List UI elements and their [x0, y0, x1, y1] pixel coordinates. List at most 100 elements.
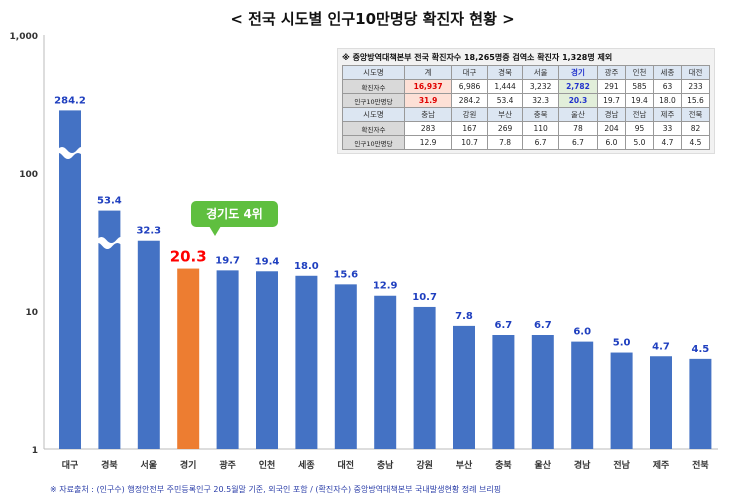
table-cell: 1,444 [486, 79, 524, 94]
x-tick-label: 경북 [101, 459, 118, 471]
table-cell: 충북 [522, 107, 559, 122]
table-cell: 충남 [403, 107, 453, 122]
data-label: 4.7 [652, 341, 670, 352]
table-cell: 204 [597, 121, 626, 136]
y-tick-label: 1,000 [10, 32, 38, 42]
y-tick-label: 10 [25, 308, 38, 318]
bar [59, 110, 81, 450]
table-row: 인구10만명당 12.9 10.7 7.8 6.7 6.7 6.0 5.0 4.7 4.5 [342, 135, 711, 150]
table-cell: 전남 [624, 107, 654, 122]
data-label: 19.7 [215, 255, 240, 266]
table-cell: 78 [557, 121, 599, 136]
table-cell: 167 [451, 121, 488, 136]
axis-break-mark [96, 237, 123, 249]
bar [689, 358, 712, 449]
table-cell: 경기 [557, 65, 599, 80]
x-tick-label: 대전 [338, 459, 355, 471]
data-label: 32.3 [136, 226, 161, 237]
row-header: 시도명 [342, 65, 405, 80]
table-cell: 3,232 [522, 79, 559, 94]
table-cell: 6.7 [522, 135, 559, 150]
bar [374, 295, 397, 449]
table-cell: 2,782 [557, 79, 599, 94]
table-cell: 20.3 [557, 93, 599, 108]
y-tick-label: 1 [32, 446, 38, 456]
table-row: 시도명 충남 강원 부산 충북 울산 경남 전남 제주 전북 [342, 107, 711, 122]
table-cell: 16,937 [403, 79, 453, 94]
row-header: 확진자수 [342, 79, 405, 94]
table-cell: 경남 [597, 107, 626, 122]
x-tick-label: 충남 [377, 459, 394, 471]
table-cell: 95 [624, 121, 654, 136]
table-cell: 6,986 [451, 79, 488, 94]
table-cell: 4.5 [680, 135, 711, 150]
row-header: 확진자수 [342, 121, 405, 136]
x-tick-label: 충북 [495, 459, 512, 471]
x-tick-label: 부산 [456, 459, 473, 471]
table-cell: 12.9 [403, 135, 453, 150]
table-cell: 부산 [486, 107, 524, 122]
table-row: 인구10만명당 31.9 284.2 53.4 32.3 20.3 19.7 19.4 18.0… [342, 93, 711, 108]
x-tick-label: 경기 [180, 459, 197, 471]
table-cell: 울산 [557, 107, 599, 122]
x-tick-label: 세종 [298, 459, 315, 471]
x-tick-label: 울산 [535, 459, 552, 471]
table-row: 확진자수 16,937 6,986 1,444 3,232 2,782 291 585 63 23… [342, 79, 711, 94]
table-cell: 4.7 [652, 135, 682, 150]
x-tick-label: 전북 [692, 459, 709, 471]
table-cell: 제주 [652, 107, 682, 122]
table-cell: 53.4 [486, 93, 524, 108]
table-note: ※ 중앙방역대책본부 전국 확진자수 18,265명중 검역소 확진자 1,32… [342, 53, 613, 62]
axis-break-mark [57, 147, 83, 159]
data-label: 4.5 [692, 344, 710, 355]
y-tick-label: 100 [19, 170, 38, 180]
data-label: 20.3 [170, 248, 207, 266]
x-tick-label: 전남 [613, 459, 630, 471]
bar [492, 335, 515, 449]
bar [334, 284, 357, 449]
bar [650, 356, 672, 449]
table-row: 확진자수 283 167 269 110 78 204 95 33 82 [342, 121, 711, 136]
table-cell: 대구 [451, 65, 488, 80]
row-header: 인구10만명당 [342, 135, 405, 150]
table-cell: 계 [403, 65, 453, 80]
table-cell: 7.8 [486, 135, 524, 150]
table-cell: 283 [403, 121, 453, 136]
bar [256, 271, 278, 449]
table-cell: 33 [652, 121, 682, 136]
bar [610, 352, 633, 449]
x-tick-label: 광주 [219, 459, 236, 471]
x-tick-label: 강원 [416, 459, 433, 471]
bar [531, 335, 554, 449]
table-cell: 전북 [680, 107, 711, 122]
data-label: 53.4 [97, 196, 122, 207]
table-cell: 284.2 [451, 93, 488, 108]
x-tick-label: 인천 [259, 460, 276, 471]
table-cell: 경북 [486, 65, 524, 80]
table-cell: 19.4 [624, 93, 654, 108]
table-cell: 233 [680, 79, 711, 94]
annotation-callout: 경기도 4위 [191, 201, 278, 236]
table-cell: 15.6 [680, 93, 711, 108]
bar [137, 240, 160, 449]
table-row: 시도명 계 대구 경북 서울 경기 광주 인천 세종 대전 [342, 65, 711, 80]
data-label: 10.7 [412, 292, 437, 303]
table-cell: 19.7 [597, 93, 626, 108]
bar [571, 341, 594, 449]
table-cell: 세종 [652, 65, 682, 80]
data-label: 284.2 [54, 95, 86, 106]
table-cell: 대전 [680, 65, 711, 80]
data-label: 6.7 [495, 320, 513, 331]
table-cell: 18.0 [652, 93, 682, 108]
bar [453, 325, 475, 449]
stats-table-box: ※ 중앙방역대책본부 전국 확진자수 18,265명중 검역소 확진자 1,32… [337, 48, 715, 154]
source-footnote: ※ 자료출처 : (인구수) 행정안전부 주민등록인구 20.5월말 기준, 외… [50, 485, 502, 494]
data-label: 18.0 [294, 261, 319, 272]
data-label: 5.0 [613, 338, 631, 349]
table-cell: 6.0 [597, 135, 626, 150]
table-cell: 82 [680, 121, 711, 136]
bar [177, 268, 200, 449]
stats-table: 시도명 계 대구 경북 서울 경기 광주 인천 세종 대전 확진자수 16,937 6,986 1,444… [342, 65, 711, 150]
data-label: 7.8 [455, 311, 473, 322]
table-cell: 광주 [597, 65, 626, 80]
